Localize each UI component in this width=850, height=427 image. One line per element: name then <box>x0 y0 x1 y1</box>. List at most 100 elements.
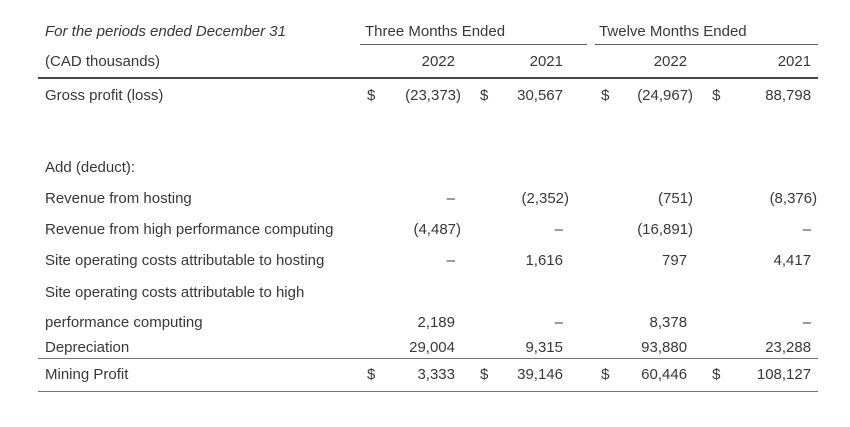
group-header-three-months: Three Months Ended <box>358 16 592 46</box>
financial-table: For the periods ended December 31 Three … <box>38 16 819 392</box>
value-cell: 30,567 <box>517 87 563 104</box>
currency-symbol <box>462 276 488 338</box>
column-gap <box>570 46 593 79</box>
currency-symbol <box>694 338 719 359</box>
value-cell <box>488 152 570 183</box>
currency-symbol <box>462 183 488 214</box>
currency-symbol <box>592 214 616 245</box>
value-cell: 2,189 <box>417 314 455 331</box>
currency-symbol <box>358 183 382 214</box>
column-gap <box>570 214 592 245</box>
currency-symbol: $ <box>462 358 488 392</box>
year-column-header: 2022 <box>592 46 695 79</box>
currency-symbol <box>462 338 488 359</box>
value-cell: (8,376) <box>769 190 818 207</box>
value-cell: – <box>802 314 812 331</box>
value-cell: 29,004 <box>382 338 462 359</box>
table-row: Revenue from hosting – (2,352) (751) (8,… <box>38 183 818 214</box>
currency-symbol: $ <box>712 87 721 104</box>
value-cell: 797 <box>662 252 688 269</box>
column-gap <box>570 245 592 276</box>
row-label: Revenue from hosting <box>45 190 192 207</box>
value-cell: – <box>802 221 812 238</box>
value-cell: (24,967) <box>637 87 694 104</box>
currency-symbol: $ <box>480 87 489 104</box>
column-gap <box>570 152 592 183</box>
currency-symbol <box>462 214 488 245</box>
row-label: Mining Profit <box>38 358 358 392</box>
currency-symbol <box>358 245 382 276</box>
table-row: Revenue from high performance computing … <box>38 214 818 245</box>
units-label: (CAD thousands) <box>38 46 358 79</box>
value-cell: 93,880 <box>616 338 695 359</box>
column-gap <box>570 183 592 214</box>
value-cell <box>382 152 462 183</box>
value-cell: 23,288 <box>718 338 819 359</box>
value-cell: 3,333 <box>382 358 462 392</box>
currency-symbol <box>694 214 718 245</box>
periods-title: For the periods ended December 31 <box>45 22 286 40</box>
value-cell: 4,417 <box>773 252 812 269</box>
currency-symbol <box>592 276 616 338</box>
value-cell: 108,127 <box>718 358 819 392</box>
row-label: Depreciation <box>38 338 358 359</box>
row-label: Add (deduct): <box>45 159 136 176</box>
currency-symbol <box>592 152 616 183</box>
row-label-line1: Site operating costs attributable to hig… <box>45 284 305 301</box>
value-cell: 9,315 <box>488 338 570 359</box>
currency-symbol <box>358 338 382 359</box>
value-cell: (751) <box>658 190 694 207</box>
year-column-header: 2021 <box>462 46 570 79</box>
value-cell: – <box>446 190 455 207</box>
currency-symbol <box>358 276 382 338</box>
currency-symbol <box>592 245 616 276</box>
value-cell: 39,146 <box>488 358 570 392</box>
table-row-total: Mining Profit $ 3,333 $ 39,146 $ 60,446 … <box>38 358 819 392</box>
value-cell: (2,352) <box>521 190 569 207</box>
value-cell: 60,446 <box>616 358 695 392</box>
value-cell: (23,373) <box>405 87 461 104</box>
value-cell <box>718 152 818 183</box>
table-row: Site operating costs attributable to hig… <box>38 276 818 338</box>
table-row: Site operating costs attributable to hos… <box>38 245 818 276</box>
value-cell: – <box>554 314 563 331</box>
year-column-header: 2021 <box>694 46 819 79</box>
row-label: Gross profit (loss) <box>45 87 164 104</box>
column-gap <box>570 358 593 392</box>
table-row: Depreciation 29,004 9,315 93,880 23,288 <box>38 338 819 359</box>
table-row: Add (deduct): <box>38 152 818 183</box>
group-header-row: For the periods ended December 31 Three … <box>38 16 819 46</box>
value-cell <box>616 152 694 183</box>
currency-symbol <box>358 214 382 245</box>
currency-symbol <box>462 245 488 276</box>
value-cell: (16,891) <box>637 221 694 238</box>
row-label: Site operating costs attributable to hig… <box>38 276 358 338</box>
column-gap <box>570 338 593 359</box>
column-gap <box>570 78 592 112</box>
currency-symbol: $ <box>592 358 617 392</box>
currency-symbol: $ <box>601 87 610 104</box>
currency-symbol: $ <box>358 358 382 392</box>
currency-symbol: $ <box>694 358 720 392</box>
group-header-twelve-months: Twelve Months Ended <box>592 16 819 46</box>
value-cell: – <box>446 252 455 269</box>
table-row: Gross profit (loss) $ (23,373) $ 30,567 … <box>38 78 818 112</box>
year-header-row: (CAD thousands) 2022 2021 2022 2021 <box>38 46 819 79</box>
currency-symbol <box>462 152 488 183</box>
currency-symbol <box>694 276 718 338</box>
spacer-row <box>38 112 818 152</box>
row-label: Site operating costs attributable to hos… <box>45 252 325 269</box>
currency-symbol <box>592 338 617 359</box>
value-cell: 1,616 <box>525 252 563 269</box>
currency-symbol <box>694 183 718 214</box>
currency-symbol <box>358 152 382 183</box>
value-cell: (4,487) <box>413 221 461 238</box>
currency-symbol <box>592 183 616 214</box>
row-label-line2: performance computing <box>45 314 203 331</box>
value-cell: 88,798 <box>765 87 812 104</box>
row-label: Revenue from high performance computing <box>45 221 334 238</box>
value-cell: 8,378 <box>649 314 688 331</box>
currency-symbol <box>694 245 718 276</box>
currency-symbol: $ <box>367 87 376 104</box>
year-column-header: 2022 <box>358 46 462 79</box>
